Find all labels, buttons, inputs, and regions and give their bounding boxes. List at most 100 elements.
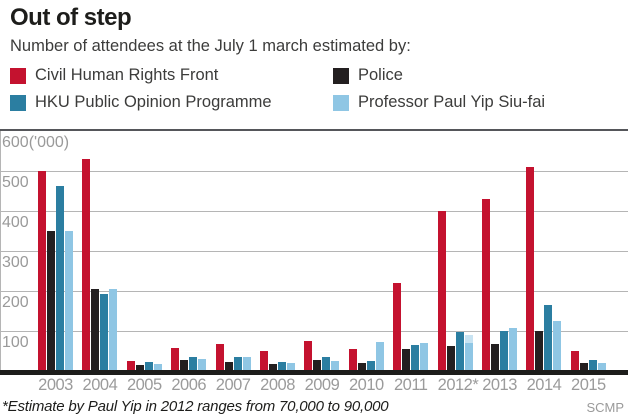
legend-label: Police xyxy=(358,66,403,84)
bar xyxy=(56,186,64,371)
bar xyxy=(38,171,46,371)
legend-label: HKU Public Opinion Programme xyxy=(35,93,272,111)
bar xyxy=(269,364,278,371)
bar xyxy=(65,231,73,371)
bar xyxy=(348,349,357,371)
bar xyxy=(588,359,597,371)
x-tick-label: 2005 xyxy=(126,376,162,394)
x-axis-baseline xyxy=(0,370,628,375)
legend-item: Civil Human Rights Front xyxy=(10,66,333,85)
bar-group-2009 xyxy=(304,131,340,371)
bar xyxy=(411,345,420,371)
bar xyxy=(100,293,109,371)
bar-group-2015 xyxy=(570,131,606,371)
x-tick-label: 2006 xyxy=(171,376,207,394)
bar xyxy=(500,331,509,371)
bar-range-segment xyxy=(464,335,473,343)
bar xyxy=(570,351,579,371)
gridline xyxy=(0,171,628,172)
y-tick-label: 600('000) xyxy=(2,134,70,151)
y-tick-label: 400 xyxy=(2,214,29,231)
bar-group-2004 xyxy=(82,131,118,371)
bar xyxy=(446,345,455,371)
x-tick-label: 2015 xyxy=(571,376,606,394)
x-tick-label: 2009 xyxy=(304,376,340,394)
x-tick-label: 2010 xyxy=(348,376,384,394)
legend-label: Civil Human Rights Front xyxy=(35,66,219,84)
bar xyxy=(437,211,446,371)
bar xyxy=(526,167,535,371)
bar-group-2011 xyxy=(393,131,429,371)
bar xyxy=(455,331,464,371)
bar xyxy=(242,356,251,371)
x-tick-label: 2014 xyxy=(526,376,562,394)
gridline xyxy=(0,291,628,292)
legend-item: Professor Paul Yip Siu-fai xyxy=(333,93,545,112)
footnote: *Estimate by Paul Yip in 2012 ranges fro… xyxy=(2,398,389,415)
bar xyxy=(375,342,384,371)
bar xyxy=(482,199,491,371)
bar-group-2010 xyxy=(348,131,384,371)
bar-group-2007 xyxy=(215,131,251,371)
chart-plot-area: 100 200 300 400 500 600('000) xyxy=(0,131,628,371)
legend-swatch xyxy=(10,94,26,111)
bar xyxy=(189,356,198,371)
bar xyxy=(597,362,606,371)
bar xyxy=(491,343,500,371)
bar xyxy=(366,361,375,371)
x-tick-label: 2003 xyxy=(38,376,73,394)
y-tick-label: 200 xyxy=(2,294,29,311)
bar xyxy=(579,363,588,371)
x-tick-label: 2004 xyxy=(82,376,118,394)
legend-label: Professor Paul Yip Siu-fai xyxy=(358,93,546,111)
bar-group-2003 xyxy=(38,131,73,371)
bar-group-2006 xyxy=(171,131,207,371)
bar xyxy=(198,359,207,371)
legend-swatch xyxy=(333,94,349,111)
bar xyxy=(402,348,411,371)
bar xyxy=(420,343,429,371)
bar xyxy=(135,365,144,371)
bar-group-2008 xyxy=(260,131,296,371)
bar xyxy=(180,359,189,371)
x-tick-label: 2013 xyxy=(482,376,517,394)
source-credit: SCMP xyxy=(586,400,624,415)
bar xyxy=(304,340,313,371)
legend-swatch xyxy=(10,67,26,84)
bar xyxy=(171,347,180,371)
bar xyxy=(278,361,287,371)
legend: Civil Human Rights Front Police HKU Public… xyxy=(10,66,545,112)
bar xyxy=(47,231,55,371)
gridline xyxy=(0,251,628,252)
bar xyxy=(287,363,296,371)
bar xyxy=(91,289,100,371)
bar-groups xyxy=(0,131,628,371)
bar xyxy=(215,343,224,371)
x-tick-label: 2011 xyxy=(394,376,428,394)
bar xyxy=(322,356,331,371)
bar xyxy=(233,357,242,371)
x-tick-label: 2007 xyxy=(215,376,251,394)
y-tick-label: 300 xyxy=(2,254,29,271)
bar xyxy=(109,289,118,371)
bar-group-2013 xyxy=(482,131,518,371)
bar xyxy=(313,359,322,371)
bar xyxy=(553,321,562,371)
bar-group-2005 xyxy=(126,131,162,371)
bar-group-2012 xyxy=(437,131,473,371)
bar xyxy=(224,362,233,371)
bar xyxy=(535,331,544,371)
bar-yip-2012-range xyxy=(464,335,473,371)
bar xyxy=(393,283,402,371)
bar xyxy=(331,361,340,371)
bar-group-2014 xyxy=(526,131,562,371)
bar xyxy=(260,351,269,371)
bar xyxy=(82,159,91,371)
chart-top-rule xyxy=(0,129,628,131)
gridline xyxy=(0,211,628,212)
x-axis-labels: 2003 2004 2005 2006 2007 2008 2009 2010 2011 2012… xyxy=(0,376,628,395)
legend-item: Police xyxy=(333,66,545,85)
y-tick-label: 100 xyxy=(2,334,29,351)
bar xyxy=(509,327,518,371)
